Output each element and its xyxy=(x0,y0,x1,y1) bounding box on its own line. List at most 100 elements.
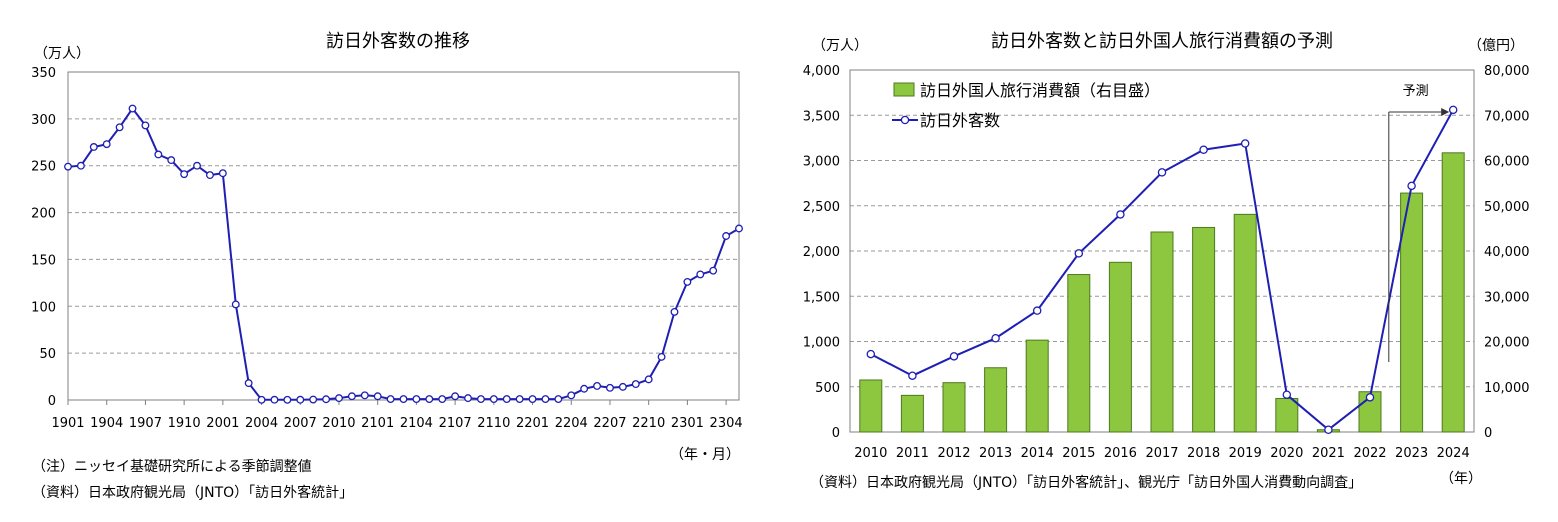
legend-label-bar: 訪日外国人旅行消費額（右目盛） xyxy=(920,81,1160,100)
x-tick-label: 2207 xyxy=(593,416,626,431)
x-tick-label: 2204 xyxy=(555,416,588,431)
data-point xyxy=(908,371,917,380)
data-point xyxy=(1157,168,1167,177)
y-tick-label: 150 xyxy=(31,253,56,268)
bar xyxy=(900,394,924,433)
data-point xyxy=(631,380,640,389)
y-right-tick-label: 0 xyxy=(1484,426,1492,441)
y-tick-label: 100 xyxy=(31,300,56,315)
y-left-tick-label: 1,500 xyxy=(803,290,840,305)
data-point xyxy=(735,224,743,233)
y-right-tick-label: 10,000 xyxy=(1484,381,1530,396)
data-point xyxy=(102,140,111,149)
x-tick-label: 2201 xyxy=(516,416,549,431)
y-right-tick-label: 20,000 xyxy=(1484,336,1530,351)
data-point xyxy=(141,121,150,130)
x-tick-label: 2016 xyxy=(1104,446,1137,461)
x-tick-label: 2020 xyxy=(1270,446,1303,461)
bar xyxy=(1150,231,1174,433)
data-point xyxy=(528,395,537,404)
y-right-tick-label: 30,000 xyxy=(1484,290,1530,305)
bar xyxy=(1275,398,1299,433)
data-point xyxy=(1282,390,1292,399)
x-tick-label: 1904 xyxy=(90,416,123,431)
data-point xyxy=(425,395,434,404)
data-point xyxy=(373,392,382,401)
y-tick-label: 300 xyxy=(31,113,56,128)
data-point xyxy=(193,161,201,170)
data-point xyxy=(476,395,485,404)
data-point xyxy=(309,395,318,404)
x-tick-label: 1907 xyxy=(129,416,162,431)
data-point xyxy=(567,391,576,400)
x-tick-label: 2301 xyxy=(671,416,704,431)
data-point xyxy=(360,391,369,400)
x-tick-label: 2018 xyxy=(1187,446,1220,461)
x-tick-label: 2210 xyxy=(632,416,665,431)
y-left-tick-label: 0 xyxy=(832,426,840,441)
x-tick-label: 2017 xyxy=(1145,446,1178,461)
bar xyxy=(1233,213,1257,433)
data-point xyxy=(335,394,343,403)
data-point xyxy=(438,395,447,404)
data-point xyxy=(115,123,124,132)
data-point xyxy=(231,300,240,309)
x-tick-label: 2004 xyxy=(245,416,278,431)
bar xyxy=(1025,339,1049,433)
y-axis-unit: （万人） xyxy=(34,46,90,62)
x-tick-label: 2014 xyxy=(1021,446,1054,461)
data-point xyxy=(670,307,679,316)
data-point xyxy=(180,170,189,179)
data-point xyxy=(218,169,227,178)
data-point xyxy=(1365,393,1375,402)
x-tick-label: 2304 xyxy=(710,416,743,431)
data-point xyxy=(270,395,279,404)
data-point xyxy=(949,352,959,361)
x-tick-label: 2001 xyxy=(206,416,239,431)
x-tick-label: 2022 xyxy=(1353,446,1386,461)
x-tick-label: 2101 xyxy=(361,416,394,431)
legend-label-line: 訪日外客数 xyxy=(920,111,1000,130)
data-point xyxy=(451,392,460,401)
left-note-source: （資料）日本政府観光局（JNTO）「訪日外客統計」 xyxy=(32,485,354,501)
data-point xyxy=(606,383,614,392)
data-point xyxy=(1324,425,1333,434)
data-point xyxy=(515,395,524,404)
data-point xyxy=(322,395,331,404)
data-point xyxy=(489,395,498,404)
y-axis-unit-left: （万人） xyxy=(812,38,868,54)
bar xyxy=(1067,274,1091,433)
data-point xyxy=(89,143,98,151)
bar xyxy=(1441,152,1465,433)
x-tick-label: 2007 xyxy=(284,416,317,431)
x-tick-label: 2019 xyxy=(1229,446,1262,461)
x-tick-label: 2107 xyxy=(439,416,472,431)
data-point xyxy=(1448,105,1458,115)
data-point xyxy=(1199,145,1208,154)
data-point xyxy=(205,171,214,180)
data-point xyxy=(991,333,1000,343)
y-right-tick-label: 70,000 xyxy=(1484,109,1530,124)
x-tick-label: 2013 xyxy=(979,446,1012,461)
y-tick-label: 0 xyxy=(48,394,56,409)
left-note-seasonal: （注）ニッセイ基礎研究所による季節調整値 xyxy=(32,459,312,475)
chart-title: 訪日外客数と訪日外国人旅行消費額の予測 xyxy=(991,31,1333,52)
data-point xyxy=(412,395,421,404)
y-axis-unit-right: （億円） xyxy=(1468,38,1524,54)
y-left-tick-label: 2,500 xyxy=(803,200,840,215)
data-point xyxy=(464,394,472,403)
data-point xyxy=(1074,249,1084,258)
forecast-label: 予測 xyxy=(1403,84,1429,99)
x-tick-label: 1901 xyxy=(51,416,84,431)
data-point xyxy=(502,395,511,404)
x-axis-unit: （年） xyxy=(1440,471,1482,487)
y-tick-label: 250 xyxy=(31,160,56,175)
y-right-tick-label: 40,000 xyxy=(1484,245,1530,260)
bar xyxy=(1400,192,1424,433)
bar xyxy=(859,379,883,433)
y-left-tick-label: 3,000 xyxy=(803,155,840,170)
data-point xyxy=(1116,210,1125,219)
bar xyxy=(942,382,966,433)
data-point xyxy=(644,375,653,384)
